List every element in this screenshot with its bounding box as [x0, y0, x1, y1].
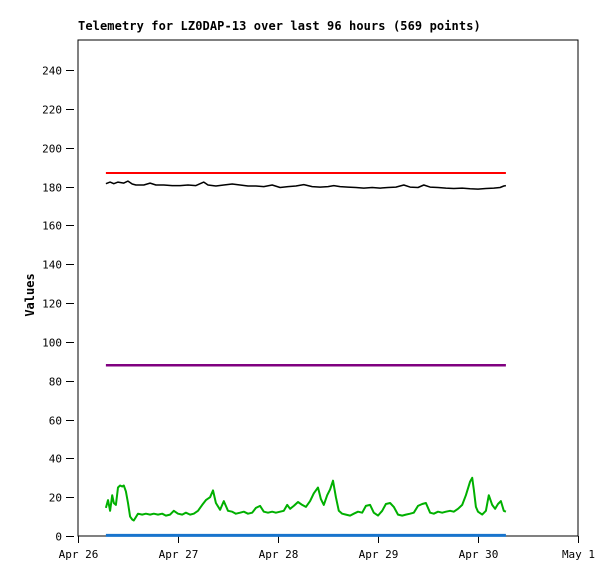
- y-tick-label: 220: [42, 104, 62, 117]
- x-tick-label: Apr 27: [159, 548, 199, 561]
- y-axis-label: Values: [23, 273, 37, 317]
- x-tick-label: Apr 28: [259, 548, 299, 561]
- x-tick-label: May 1: [562, 548, 595, 561]
- y-tick-label: 200: [42, 143, 62, 156]
- plot-border: [77, 39, 579, 537]
- chart-title: Telemetry for LZ0DAP-13 over last 96 hou…: [78, 19, 481, 33]
- y-tick-label: 0: [55, 531, 62, 544]
- y-tick-label: 240: [42, 65, 62, 78]
- x-tick-label: Apr 26: [59, 548, 99, 561]
- y-tick-label: 80: [49, 376, 62, 389]
- x-tick-label: Apr 29: [359, 548, 399, 561]
- y-tick-label: 180: [42, 182, 62, 195]
- y-tick-label: 140: [42, 259, 62, 272]
- y-tick-label: 60: [49, 415, 62, 428]
- y-tick-label: 160: [42, 220, 62, 233]
- y-tick-label: 120: [42, 298, 62, 311]
- y-tick-label: 40: [49, 453, 62, 466]
- series-green-noisy: [104, 476, 507, 522]
- y-tick-label: 100: [42, 337, 62, 350]
- y-tick-label: 20: [49, 492, 62, 505]
- series-black-wiggly: [105, 180, 507, 190]
- x-tick-label: Apr 30: [459, 548, 499, 561]
